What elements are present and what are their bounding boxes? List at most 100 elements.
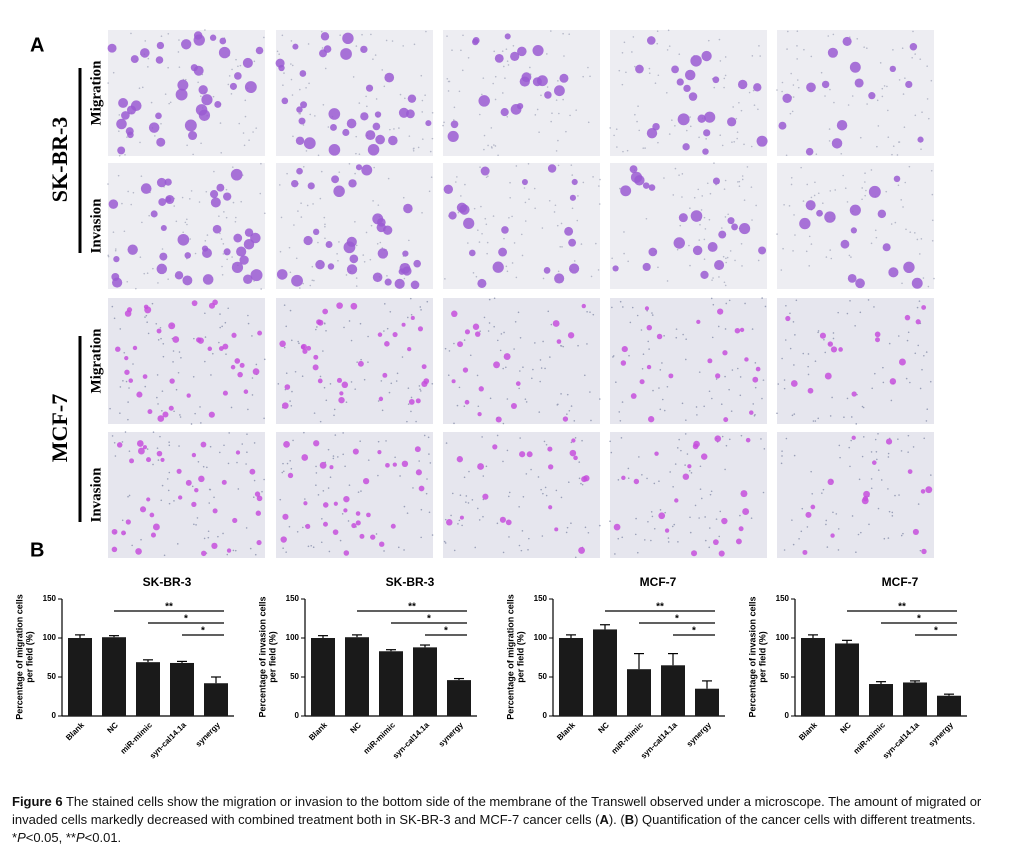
speckle <box>204 312 206 315</box>
speckle <box>930 474 932 476</box>
speckle <box>130 203 133 206</box>
speckle <box>733 140 736 143</box>
speckle <box>218 451 221 454</box>
speckle <box>451 492 454 495</box>
cell <box>216 183 225 192</box>
speckle <box>130 32 132 35</box>
speckle <box>580 243 583 245</box>
micrograph <box>776 298 934 425</box>
y-tick-label: 50 <box>538 672 547 681</box>
cell <box>343 550 350 556</box>
speckle <box>708 546 711 549</box>
speckle <box>213 496 215 499</box>
speckle <box>793 413 796 415</box>
speckle <box>538 131 540 133</box>
cell <box>690 55 702 67</box>
speckle <box>299 287 301 289</box>
speckle <box>650 539 652 542</box>
cell <box>842 36 852 47</box>
cell <box>132 345 138 351</box>
speckle <box>902 206 904 208</box>
speckle <box>372 200 374 202</box>
cell <box>554 527 559 532</box>
cell <box>401 322 406 327</box>
speckle <box>690 472 693 474</box>
speckle <box>148 214 150 217</box>
bar <box>311 638 335 716</box>
speckle <box>152 267 154 270</box>
cell <box>874 331 881 338</box>
speckle <box>354 388 357 390</box>
cell <box>124 369 130 375</box>
speckle <box>659 509 662 511</box>
speckle <box>542 340 544 343</box>
speckle <box>320 30 323 33</box>
cell <box>159 252 168 261</box>
speckle <box>112 231 115 233</box>
speckle <box>458 519 461 522</box>
speckle <box>751 219 753 221</box>
speckle <box>850 416 853 418</box>
speckle <box>156 447 159 449</box>
significance-label: * <box>692 626 696 637</box>
cell <box>331 175 340 184</box>
speckle <box>700 497 703 500</box>
speckle <box>734 259 736 262</box>
cell <box>112 277 123 288</box>
speckle <box>785 154 788 157</box>
cell <box>423 378 430 385</box>
speckle <box>628 354 630 357</box>
speckle <box>226 258 228 261</box>
speckle <box>419 390 422 392</box>
speckle <box>892 145 895 148</box>
speckle <box>509 181 511 184</box>
speckle <box>565 130 567 133</box>
speckle <box>531 377 533 380</box>
cell <box>127 244 138 255</box>
speckle <box>489 397 492 400</box>
speckle <box>157 403 159 405</box>
speckle <box>337 456 339 458</box>
speckle <box>236 461 238 464</box>
speckle <box>629 321 632 324</box>
cell <box>868 92 876 100</box>
cell <box>827 341 833 347</box>
speckle <box>347 520 350 522</box>
speckle <box>263 358 266 361</box>
speckle <box>394 456 396 459</box>
speckle <box>920 148 922 151</box>
speckle <box>825 256 828 258</box>
speckle <box>703 258 706 260</box>
cell <box>790 380 798 387</box>
speckle <box>468 470 470 473</box>
speckle <box>703 216 706 219</box>
cell <box>700 453 708 460</box>
speckle <box>168 471 171 474</box>
speckle <box>743 143 745 146</box>
speckle <box>253 442 256 444</box>
speckle <box>147 66 149 68</box>
speckle <box>488 298 491 301</box>
cell <box>384 72 395 83</box>
cell <box>336 302 343 309</box>
speckle <box>710 297 713 300</box>
speckle <box>496 434 499 437</box>
speckle <box>161 409 163 412</box>
cell <box>464 329 471 335</box>
speckle <box>549 356 551 358</box>
cell <box>322 308 329 315</box>
speckle <box>505 265 508 268</box>
speckle <box>323 386 326 389</box>
cell <box>197 337 204 344</box>
speckle <box>121 519 124 522</box>
speckle <box>128 494 131 497</box>
caption-text: ). ( <box>608 812 625 827</box>
speckle <box>186 223 188 226</box>
speckle <box>657 74 660 77</box>
speckle <box>321 47 324 49</box>
speckle <box>355 277 358 279</box>
speckle <box>289 400 291 402</box>
speckle <box>566 393 569 396</box>
y-tick-label: 100 <box>43 633 57 642</box>
speckle <box>159 326 162 329</box>
